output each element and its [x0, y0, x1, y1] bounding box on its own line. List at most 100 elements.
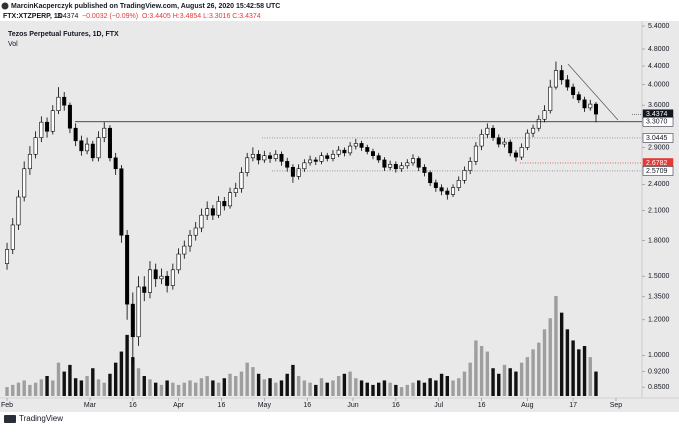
volume-bar [96, 379, 101, 396]
y-tick-label: 1.8000 [648, 237, 670, 244]
candle-body [370, 151, 375, 156]
candle-body [433, 182, 438, 188]
volume-bar [11, 384, 15, 396]
volume-bar [394, 384, 398, 396]
candle-body [365, 147, 370, 152]
candle-body [199, 214, 204, 229]
volume-bar [428, 378, 432, 396]
candle-body [428, 172, 433, 184]
volume-bar [582, 346, 587, 396]
price-level-label: 3.3070 [646, 119, 668, 126]
volume-bar [519, 362, 524, 396]
x-tick-label: 16 [303, 402, 311, 409]
candle-body [102, 127, 107, 138]
y-tick-label: 1.3500 [648, 294, 670, 301]
volume-bar [542, 329, 547, 396]
x-tick-label: Jun [347, 402, 358, 409]
candle-body [250, 153, 255, 159]
volume-bar [239, 371, 244, 396]
volume-bar [113, 362, 118, 396]
volume-bar [159, 384, 164, 396]
candle-body [451, 187, 456, 195]
candle-body [50, 110, 55, 132]
volume-bar [342, 373, 347, 396]
candle-body [153, 269, 158, 280]
volume-bar [502, 364, 507, 396]
candle-body [468, 161, 473, 171]
volume-bar [577, 349, 581, 396]
volume-bar [33, 382, 38, 396]
y-tick-label: 4.0000 [648, 81, 670, 88]
candle-body [393, 164, 398, 170]
time-axis [0, 398, 679, 412]
plot-area [0, 21, 642, 398]
candle-body [571, 86, 576, 95]
y-tick-label: 3.6000 [648, 102, 670, 109]
volume-bar [314, 384, 318, 396]
x-tick-label: May [258, 402, 272, 409]
y-tick-label: 2.4000 [648, 181, 670, 188]
volume-bar [439, 373, 444, 396]
candle-body [593, 103, 598, 115]
volume-bar [22, 380, 26, 396]
candle-body [96, 137, 101, 159]
candle-body [67, 104, 72, 129]
x-tick-label: Sep [610, 402, 623, 409]
price-axis [642, 21, 679, 398]
volume-bar [365, 382, 369, 396]
candle-body [502, 141, 507, 145]
volume-bar [148, 379, 152, 396]
candle-body [216, 201, 221, 216]
trend-line [567, 63, 619, 121]
candle-body [285, 161, 290, 168]
candle-body [279, 153, 284, 162]
candle-body [256, 153, 261, 161]
candle-body [222, 201, 227, 207]
candle-body [325, 155, 330, 159]
volume-bar [51, 380, 55, 396]
volume-bar [205, 376, 209, 396]
volume-bar [199, 378, 204, 396]
volume-bar [136, 368, 141, 396]
volume-bar [376, 382, 381, 396]
volume-bar [325, 382, 329, 396]
last-price: 3.4374 [57, 13, 79, 20]
volume-bar [228, 373, 232, 396]
volume-bar [319, 378, 324, 396]
volume-bar [85, 376, 89, 396]
volume-bar [445, 376, 450, 396]
volume-bar [222, 378, 227, 396]
volume-bar [434, 380, 438, 396]
candle-body [170, 269, 175, 286]
y-tick-label: 2.1000 [648, 207, 670, 214]
volume-bar [274, 382, 278, 396]
candle-body [73, 127, 78, 142]
volume-bar [422, 382, 427, 396]
candle-body [411, 158, 416, 164]
x-tick-label: 16 [129, 402, 137, 409]
candle-body [491, 127, 496, 138]
volume-bar [125, 334, 129, 396]
candle-body [382, 159, 387, 168]
volume-bar [405, 384, 409, 396]
y-tick-label: 4.8000 [648, 46, 670, 53]
candle-body [5, 249, 10, 264]
candle-body [588, 103, 593, 109]
price-level-tag [642, 166, 674, 176]
volume-bar [296, 376, 301, 396]
volume-bar [331, 380, 335, 396]
volume-bar [371, 384, 375, 396]
volume-bar [291, 364, 295, 396]
candle-body [525, 132, 530, 148]
candle-body [193, 227, 198, 236]
price-level-label: 3.4374 [646, 111, 668, 118]
y-tick-label: 1.0000 [648, 352, 670, 359]
x-tick-label: 17 [569, 402, 577, 409]
candle-body [239, 172, 244, 189]
volume-bar [571, 340, 575, 396]
candle-body [399, 165, 404, 170]
x-tick-label: 16 [218, 402, 226, 409]
volume-bar [245, 362, 249, 396]
candle-body [228, 192, 233, 207]
